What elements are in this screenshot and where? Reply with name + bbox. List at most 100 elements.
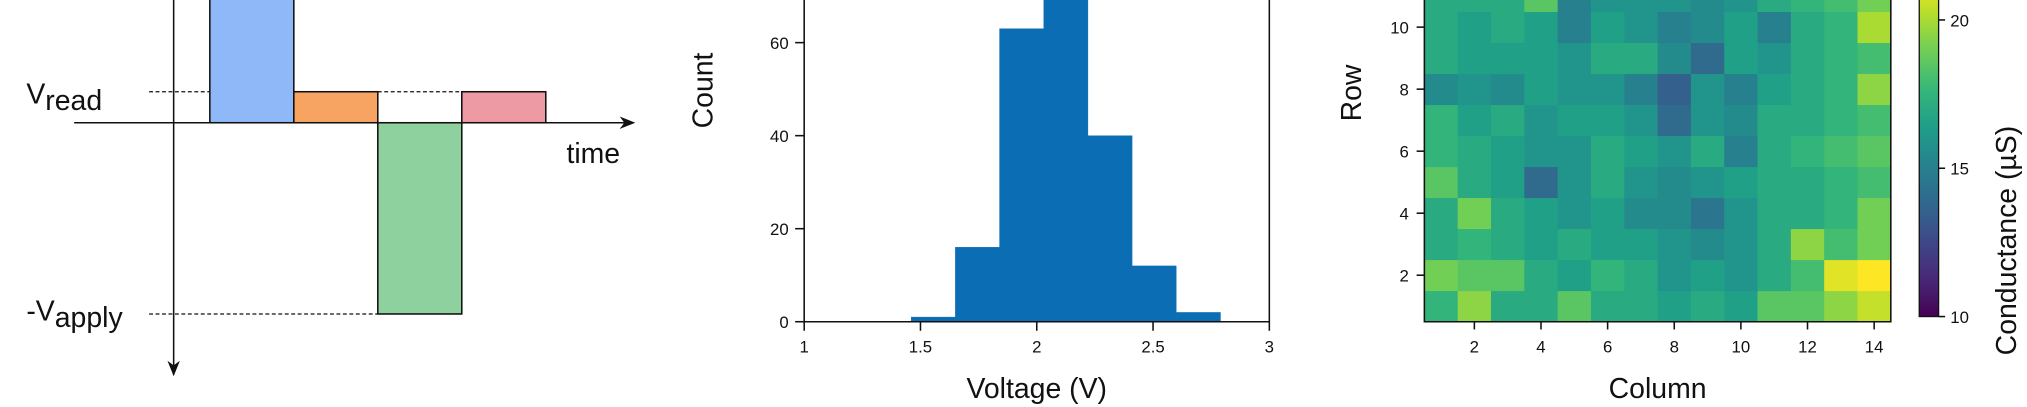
heatmap-cell bbox=[1457, 259, 1492, 292]
y-tick-label: 20 bbox=[770, 220, 789, 239]
heatmap-cell bbox=[1624, 104, 1658, 137]
heatmap-cell bbox=[1724, 11, 1758, 44]
heatmap-cell bbox=[1590, 0, 1625, 13]
heatmap-cell bbox=[1557, 11, 1592, 44]
heatmap-cell bbox=[1857, 104, 1892, 137]
heatmap-cell bbox=[1457, 0, 1492, 13]
heatmap-cell bbox=[1491, 259, 1525, 292]
bar bbox=[1131, 265, 1177, 322]
heatmap-cell bbox=[1657, 135, 1692, 168]
heatmap-cell bbox=[1657, 42, 1692, 75]
heatmap-cell bbox=[1757, 0, 1792, 13]
x-tick-label: 10 bbox=[1732, 338, 1751, 357]
pulse-set bbox=[209, 0, 295, 124]
heatmap-cell bbox=[1790, 166, 1825, 199]
y-tick-label: 6 bbox=[1400, 143, 1409, 162]
heatmap-cell bbox=[1424, 228, 1459, 261]
colorbar bbox=[1918, 0, 1940, 318]
heatmap-cell bbox=[1491, 228, 1525, 261]
y-tick-label: 4 bbox=[1400, 205, 1409, 224]
heatmap-cell bbox=[1457, 197, 1492, 230]
heatmap-cell bbox=[1690, 290, 1725, 323]
heatmap-cell bbox=[1491, 197, 1525, 230]
heatmap-cell bbox=[1657, 290, 1692, 323]
x-axis-label: Voltage (V) bbox=[966, 373, 1107, 405]
heatmap-cell bbox=[1724, 259, 1758, 292]
heatmap-cell bbox=[1790, 42, 1825, 75]
heatmap-cell bbox=[1790, 104, 1825, 137]
heatmap-cell bbox=[1457, 73, 1492, 106]
heatmap-cell bbox=[1824, 11, 1858, 44]
heatmap-cell bbox=[1724, 135, 1758, 168]
heatmap-cell bbox=[1690, 166, 1725, 199]
heatmap-cell bbox=[1657, 104, 1692, 137]
heatmap-cell bbox=[1857, 197, 1892, 230]
x-tick-label: 2.5 bbox=[1141, 338, 1164, 357]
heatmap-cell bbox=[1590, 259, 1625, 292]
colorbar-tick-label: 15 bbox=[1950, 160, 1969, 179]
heatmap-cell bbox=[1757, 42, 1792, 75]
bar bbox=[1087, 135, 1133, 322]
heatmap-cell bbox=[1790, 135, 1825, 168]
heatmap-cell bbox=[1624, 166, 1658, 199]
heatmap-cell bbox=[1557, 104, 1592, 137]
heatmap-cell bbox=[1690, 0, 1725, 13]
y-axis-label: Row bbox=[1336, 64, 1368, 121]
heatmap-cell bbox=[1757, 11, 1792, 44]
heatmap-cell bbox=[1824, 135, 1858, 168]
heatmap-cell bbox=[1824, 166, 1858, 199]
heatmap-cell bbox=[1557, 0, 1592, 13]
heatmap-cell bbox=[1457, 42, 1492, 75]
y-axis-label: Count bbox=[687, 52, 719, 128]
heatmap-cell bbox=[1624, 42, 1658, 75]
heatmap-cell bbox=[1524, 135, 1559, 168]
heatmap-cell bbox=[1524, 42, 1559, 75]
heatmap-cell bbox=[1824, 228, 1858, 261]
heatmap-cell bbox=[1590, 290, 1625, 323]
heatmap-cell bbox=[1724, 290, 1758, 323]
heatmap-cell bbox=[1657, 259, 1692, 292]
colorbar-tick-label: 20 bbox=[1950, 11, 1969, 30]
heatmap-cell bbox=[1590, 104, 1625, 137]
heatmap-cell bbox=[1624, 11, 1658, 44]
bar bbox=[955, 247, 1000, 322]
heatmap-cell bbox=[1824, 73, 1858, 106]
colorbar-tick-label: 10 bbox=[1950, 308, 1969, 327]
y-tick-label: 2 bbox=[1400, 267, 1409, 286]
heatmap-cell bbox=[1724, 228, 1758, 261]
heatmap-cell bbox=[1790, 11, 1825, 44]
heatmap-cell bbox=[1824, 197, 1858, 230]
heatmap-cell bbox=[1857, 259, 1892, 292]
heatmap-cell bbox=[1857, 290, 1892, 323]
heatmap-cell bbox=[1790, 228, 1825, 261]
colorbar-label: Conductance (µS) bbox=[1991, 126, 2023, 356]
x-tick-label: 2 bbox=[1470, 338, 1479, 357]
heatmap-cell bbox=[1624, 290, 1658, 323]
heatmap-cell bbox=[1724, 197, 1758, 230]
heatmap-cell bbox=[1857, 0, 1892, 13]
heatmap-cell bbox=[1690, 259, 1725, 292]
heatmap-cell bbox=[1590, 73, 1625, 106]
heatmap-cell bbox=[1424, 11, 1459, 44]
bar bbox=[1043, 0, 1089, 322]
pulse-reset bbox=[377, 121, 463, 315]
heatmap-cell bbox=[1491, 0, 1525, 13]
heatmap-cell bbox=[1557, 166, 1592, 199]
heatmap-cell bbox=[1557, 42, 1592, 75]
heatmap-cell bbox=[1524, 73, 1559, 106]
heatmap-cell bbox=[1757, 73, 1792, 106]
heatmap-cell bbox=[1657, 228, 1692, 261]
heatmap-cell bbox=[1524, 0, 1559, 13]
heatmap-cell bbox=[1491, 290, 1525, 323]
heatmap-cell bbox=[1790, 0, 1825, 13]
heatmap-cell bbox=[1690, 197, 1725, 230]
heatmap-cell bbox=[1624, 228, 1658, 261]
y-tick-label: 40 bbox=[770, 127, 789, 146]
heatmap-cell bbox=[1824, 42, 1858, 75]
heatmap-cell bbox=[1557, 135, 1592, 168]
heatmap-cell bbox=[1524, 166, 1559, 199]
heatmap-cell bbox=[1657, 11, 1692, 44]
heatmap-cell bbox=[1657, 73, 1692, 106]
heatmap-cell bbox=[1457, 228, 1492, 261]
